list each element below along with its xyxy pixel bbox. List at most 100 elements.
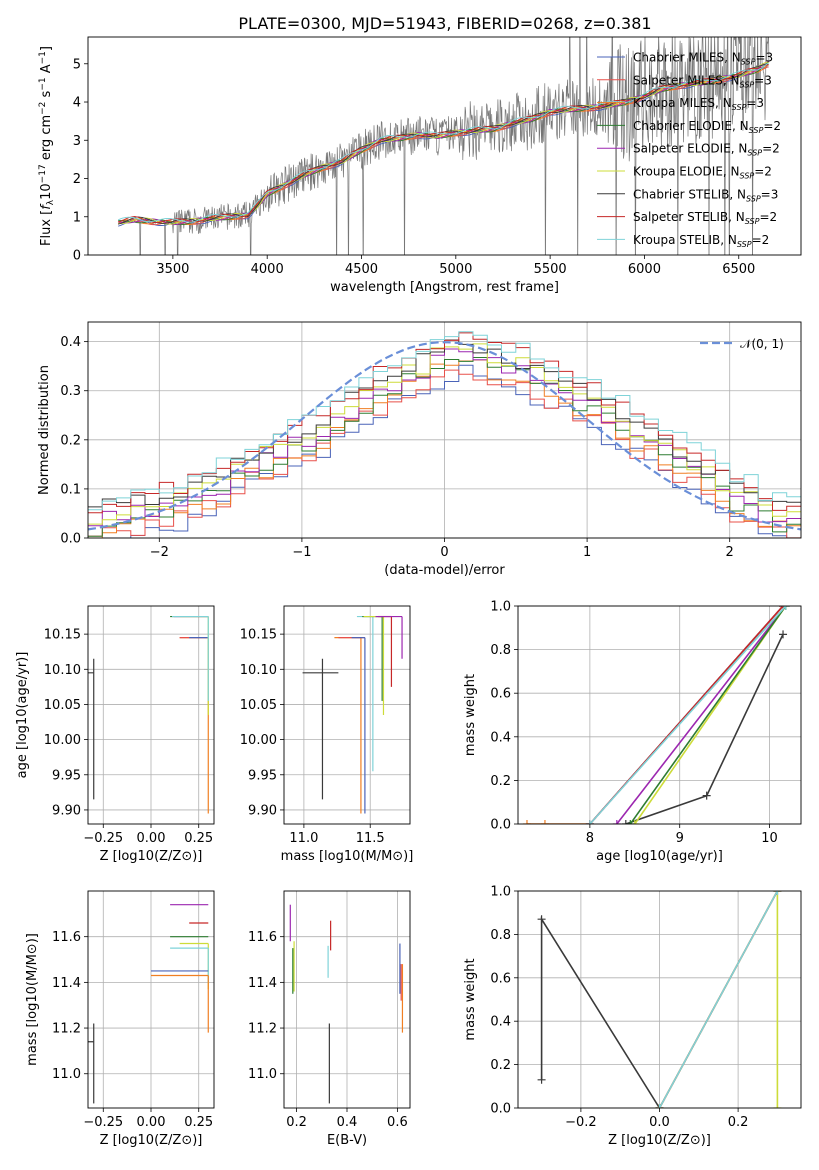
x-tick-label: 0.2 — [286, 1115, 307, 1130]
y-tick-label: 5 — [73, 57, 81, 72]
y-tick-label: 0.8 — [490, 643, 511, 658]
x-tick-label: 0.00 — [137, 831, 166, 846]
legend-label: Salpeter MILES, NSSP=3 — [633, 73, 772, 89]
y-tick-label: 10.05 — [240, 698, 277, 713]
residual-y-label: Normed distribution — [37, 365, 52, 495]
x-tick-label: 11.5 — [356, 831, 385, 846]
y-tick-label: 1.0 — [490, 885, 511, 900]
y-tick-label: 9.95 — [52, 768, 81, 783]
data-spectrum — [117, 37, 770, 255]
weight-marker — [540, 820, 549, 824]
weight-marker — [537, 915, 546, 924]
y-tick-label: 9.90 — [52, 803, 81, 818]
histogram-step — [88, 364, 801, 538]
x-tick-label: 1 — [583, 545, 591, 560]
x-tick-label: 6000 — [628, 262, 661, 277]
weight-marker — [585, 820, 594, 824]
age-vs-metallicity-panel: −0.25 0.00 0.25 9.90 9.95 10.00 10.05 10.10 10.1… — [15, 605, 215, 864]
x-tick-label: 0.25 — [184, 831, 213, 846]
weight-marker — [655, 1104, 664, 1108]
y-axis-label: mass weight — [463, 674, 478, 756]
x-tick-label: 10 — [761, 831, 778, 846]
plot-area — [88, 615, 209, 814]
legend-label: Chabrier MILES, NSSP=3 — [633, 51, 773, 67]
spectrum-x-label: wavelength [Angstrom, rest frame] — [330, 280, 559, 295]
y-tick-label: 10.15 — [44, 628, 81, 643]
y-axis-label: mass [log10(M/M⊙)] — [25, 933, 40, 1066]
weight-line — [589, 606, 787, 824]
x-tick-label: −0.25 — [83, 831, 123, 846]
y-tick-label: 10.10 — [240, 663, 277, 678]
plot-area — [537, 891, 782, 1108]
y-tick-label: 0.1 — [60, 482, 81, 497]
y-tick-label: 0.4 — [490, 1015, 511, 1030]
legend-label: Kroupa MILES, NSSP=3 — [633, 96, 764, 112]
y-tick-label: 2 — [73, 172, 81, 187]
x-tick-label: 0.00 — [137, 1115, 166, 1130]
spectrum-y-label: Flux [fλ10−17 erg cm−2 s−1 A−1] — [38, 46, 56, 246]
axes-frame — [283, 890, 411, 1109]
x-tick-label: 3500 — [156, 262, 189, 277]
x-tick-label: 9 — [676, 831, 684, 846]
plot-area — [117, 37, 770, 255]
plot-area — [302, 615, 403, 814]
y-tick-label: 11.0 — [52, 1067, 81, 1082]
y-tick-label: 3 — [73, 134, 81, 149]
y-tick-label: 0.0 — [490, 818, 511, 833]
x-tick-label: 0.0 — [649, 1115, 670, 1130]
y-tick-label: 0.3 — [60, 384, 81, 399]
residual-x-label: (data-model)/error — [384, 563, 505, 578]
weight-marker — [773, 1104, 782, 1108]
axes-frame — [283, 605, 411, 825]
residual-panel: −2 −1 0 1 2 0.0 0.1 0.2 0.3 0.4 (data-model)/error… — [37, 321, 802, 578]
x-tick-label: 8 — [586, 831, 594, 846]
y-tick-label: 11.2 — [248, 1022, 277, 1037]
weight-line — [540, 916, 661, 1108]
x-tick-label: 0.25 — [184, 1115, 213, 1130]
x-tick-label: 4000 — [251, 262, 284, 277]
plot-area — [88, 904, 209, 1104]
x-axis-label: Z [log10(Z/Z⊙)] — [608, 1133, 711, 1148]
weight-marker — [626, 820, 635, 824]
weight-marker — [781, 606, 790, 610]
y-tick-label: 10.05 — [44, 698, 81, 713]
histogram-step — [88, 357, 801, 537]
weight-marker — [630, 820, 639, 824]
y-tick-label: 4 — [73, 96, 81, 111]
axes-frame — [87, 890, 215, 1109]
x-tick-label: 0 — [440, 545, 448, 560]
histogram-step — [88, 331, 801, 511]
age-vs-mass-panel: 11.0 11.5 9.90 9.95 10.00 10.05 10.10 10.15 mass… — [240, 605, 414, 864]
x-tick-label: 5000 — [439, 262, 472, 277]
y-tick-label: 10.10 — [44, 663, 81, 678]
y-tick-label: 11.6 — [248, 930, 277, 945]
x-axis-label: mass [log10(M/M⊙)] — [281, 849, 414, 864]
axes-frame — [87, 605, 215, 825]
weight-marker — [702, 791, 711, 800]
y-tick-label: 0 — [73, 249, 81, 264]
axes-frame — [87, 321, 802, 539]
axes-frame — [87, 36, 802, 256]
y-axis-label: age [log10(age/yr)] — [15, 652, 30, 779]
x-axis-label: Z [log10(Z/Z⊙)] — [100, 849, 203, 864]
weight-marker — [773, 891, 782, 895]
x-tick-label: −0.25 — [83, 1115, 123, 1130]
legend-label: Chabrier ELODIE, NSSP=2 — [633, 119, 781, 135]
weight-marker — [779, 630, 788, 639]
model-line — [118, 61, 769, 225]
x-tick-label: 6500 — [722, 262, 755, 277]
y-tick-label: 0.0 — [60, 532, 81, 547]
legend-label: Salpeter STELIB, NSSP=2 — [633, 210, 777, 226]
x-axis-label: E(B-V) — [327, 1133, 367, 1148]
x-tick-label: 4500 — [345, 262, 378, 277]
y-tick-label: 10.15 — [240, 628, 277, 643]
y-tick-label: 0.2 — [490, 1058, 511, 1073]
weight-line — [616, 606, 787, 824]
mass-vs-metallicity-panel: −0.25 0.00 0.25 11.0 11.2 11.4 11.6 Z [log10(Z/… — [25, 890, 215, 1148]
y-tick-label: 10.00 — [44, 733, 81, 748]
x-tick-label: −2 — [150, 545, 169, 560]
mass-vs-ebv-panel: 0.2 0.4 0.6 11.0 11.2 11.4 11.6 E(B-V) — [248, 890, 411, 1148]
model-line — [118, 62, 769, 223]
x-tick-label: −0.2 — [565, 1115, 597, 1130]
legend-label: Salpeter ELODIE, NSSP=2 — [633, 142, 780, 158]
